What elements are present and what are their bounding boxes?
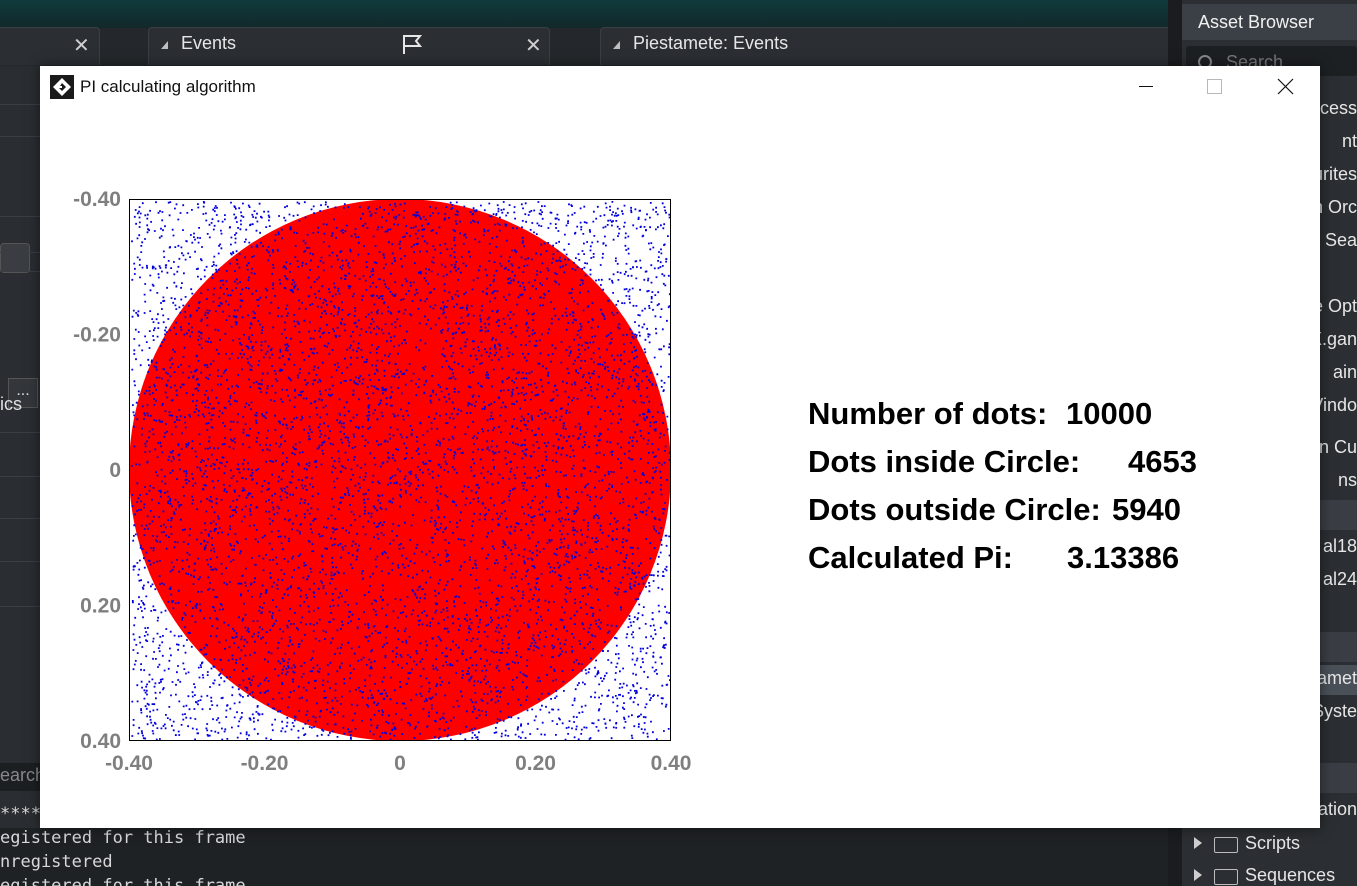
divider (0, 606, 40, 607)
triangle-icon (613, 41, 620, 49)
divider (0, 216, 40, 217)
minimize-button[interactable] (1123, 66, 1169, 106)
output-console: ***** egistered for this frame nregister… (0, 804, 1172, 886)
x-tick-label: -0.40 (105, 752, 153, 775)
tab-piestamete-events[interactable]: Piestamete: Events (600, 27, 1175, 65)
divider (0, 136, 40, 137)
x-tick-label: 0.20 (515, 752, 556, 775)
y-tick-label: 0 (109, 459, 121, 482)
console-line: egistered for this frame (0, 828, 246, 848)
asset-item-label: al24 (1322, 569, 1357, 589)
asset-item-label: al18 (1322, 536, 1357, 556)
dots-count-label: Number of dots: (808, 396, 1048, 431)
expand-arrow-icon[interactable] (1194, 837, 1202, 849)
window-title: PI calculating algorithm (80, 77, 256, 96)
asset-item-label: d Sea (1309, 230, 1357, 250)
asset-browser-title: Asset Browser (1182, 4, 1357, 40)
flag-icon[interactable] (401, 33, 423, 55)
x-tick-label: 0 (394, 752, 406, 775)
divider (0, 518, 40, 519)
more-button[interactable]: ... (8, 378, 38, 408)
plot-frame (129, 199, 671, 741)
search-input[interactable]: earch (0, 763, 40, 791)
asset-folder-sequences[interactable]: Sequences (1182, 861, 1357, 886)
asset-item-label: Vindo (1311, 395, 1357, 415)
asset-item-label: nt (1341, 131, 1357, 151)
close-icon (1277, 78, 1294, 95)
asset-item-label: ns (1337, 470, 1357, 490)
brush-icon[interactable] (0, 243, 30, 273)
ide-top-bar (0, 0, 1172, 28)
maximize-button[interactable] (1191, 66, 1237, 106)
y-tick-label: 0.20 (80, 595, 121, 618)
asset-folder-scripts[interactable]: Scripts (1182, 829, 1357, 859)
calculated-pi-value: 3.13386 (1067, 540, 1180, 575)
asset-item-label: lation (1313, 799, 1357, 819)
tab-events[interactable]: Events ✕ (148, 27, 550, 65)
triangle-icon (161, 41, 168, 49)
tab-left[interactable]: ✕ (0, 27, 100, 65)
left-panel: ... ics earch (0, 66, 40, 828)
left-panel-text: ics (0, 394, 22, 414)
console-line: nregistered (0, 852, 113, 872)
divider (0, 252, 40, 253)
blue-dots (131, 201, 671, 741)
dots-outside-row: Dots outside Circle: 5940 (808, 492, 1181, 528)
divider (0, 476, 40, 477)
asset-item-label: e Opt (1312, 296, 1357, 316)
close-icon[interactable]: ✕ (525, 35, 542, 57)
asset-item-label: amet (1316, 668, 1357, 688)
asset-item-label: n Orc (1312, 197, 1357, 217)
calculated-pi-label: Calculated Pi: (808, 540, 1013, 575)
expand-arrow-icon[interactable] (1194, 869, 1202, 881)
folder-icon (1214, 837, 1238, 853)
dots-inside-row: Dots inside Circle: 4653 (808, 444, 1197, 480)
y-tick-label: -0.20 (73, 324, 121, 347)
calculated-pi-row: Calculated Pi: 3.13386 (808, 540, 1179, 576)
divider (0, 432, 40, 433)
dots-outside-value: 5940 (1112, 492, 1181, 527)
dots-inside-value: 4653 (1128, 444, 1197, 479)
folder-name: Sequences (1245, 865, 1336, 885)
close-button[interactable] (1262, 66, 1308, 106)
close-icon[interactable]: ✕ (73, 35, 90, 57)
dots-count-row: Number of dots: 10000 (808, 396, 1152, 432)
monte-carlo-scatter-plot: -0.40 -0.20 0 0.20 0.40 -0.40 -0.20 0 0.20 0.40 (73, 188, 692, 775)
asset-item-label: Syste (1311, 701, 1357, 721)
minimize-icon (1139, 86, 1153, 87)
asset-item-label: cess (1319, 98, 1357, 118)
asset-item-label: n Cu (1318, 437, 1357, 457)
console-line: egistered for this frame (0, 876, 246, 886)
asset-item-label: X.gan (1309, 329, 1357, 349)
tab-piestamete-label: Piestamete: Events (633, 33, 789, 53)
maximize-icon (1207, 79, 1222, 94)
divider (0, 271, 40, 272)
y-tick-label: -0.40 (73, 188, 121, 211)
window-titlebar[interactable]: PI calculating algorithm (40, 66, 1320, 110)
folder-name: Scripts (1245, 833, 1301, 853)
folder-icon (1214, 869, 1238, 885)
divider (0, 561, 40, 562)
asset-item-label: urites (1312, 164, 1357, 184)
x-tick-label: 0.40 (651, 752, 692, 775)
x-tick-label: -0.20 (241, 752, 289, 775)
divider (0, 104, 40, 105)
dots-outside-label: Dots outside Circle: (808, 492, 1101, 527)
gamemaker-app-icon (50, 75, 74, 99)
dots-inside-label: Dots inside Circle: (808, 444, 1081, 479)
y-tick-label: 0.40 (80, 730, 121, 753)
console-line: ***** (0, 804, 52, 824)
red-circle (129, 199, 671, 741)
pi-calculator-window: PI calculating algorithm -0.40 -0.20 0 0.20… (40, 66, 1320, 828)
tab-events-label: Events (181, 33, 237, 53)
asset-item-label: ain (1332, 362, 1357, 382)
dots-count-value: 10000 (1066, 396, 1153, 431)
